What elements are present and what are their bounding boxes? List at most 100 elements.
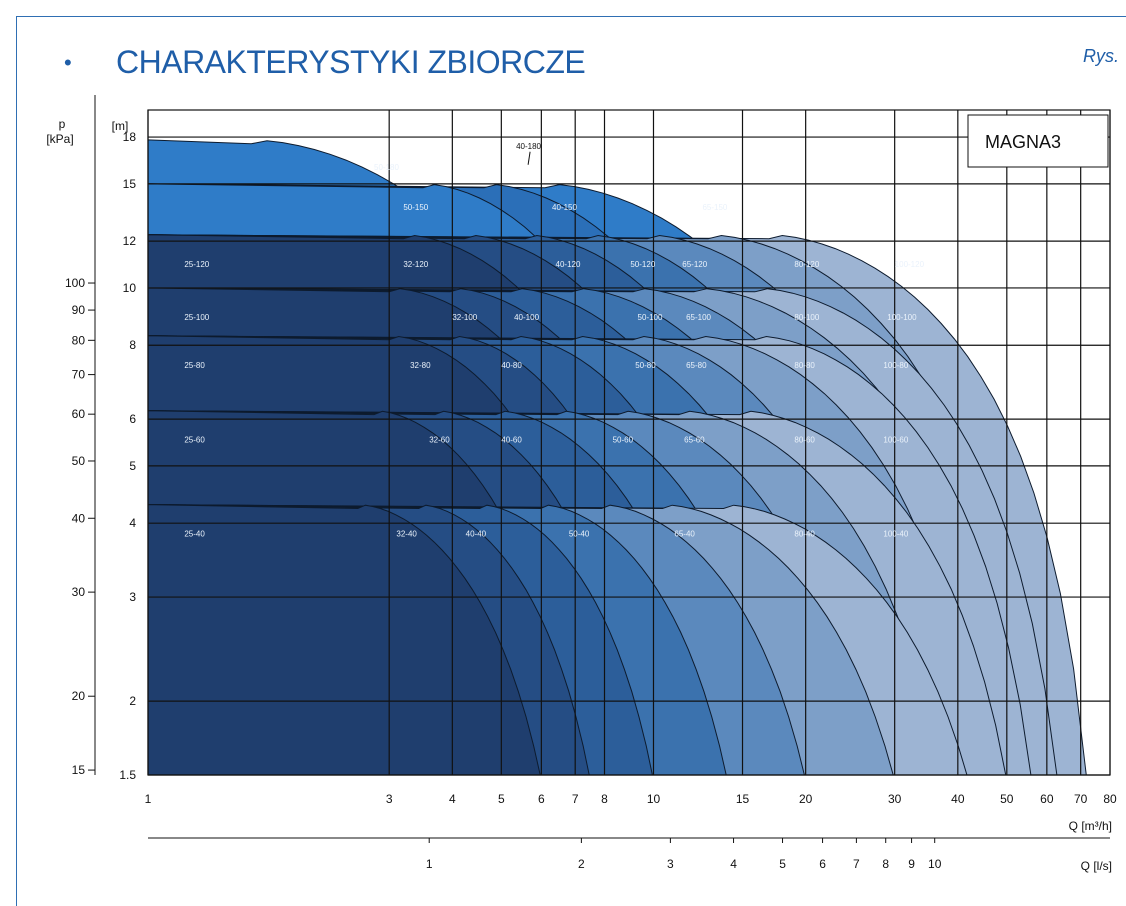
region-label-100-120: 100-120 (895, 260, 925, 269)
region-label-100-100: 100-100 (887, 313, 917, 322)
region-label-50-180: 50-180 (374, 163, 399, 172)
x2-tick-label: 9 (908, 857, 915, 871)
curve-region-25-40 (148, 504, 541, 775)
title-bullet: • (64, 50, 72, 75)
annotation-label-40-180: 40-180 (516, 142, 541, 151)
x-axis-label: Q [m³/h] (1069, 819, 1112, 833)
y-tick-label: 15 (123, 177, 137, 191)
y2-tick-label: 30 (72, 585, 86, 599)
x-tick-label: 8 (601, 792, 608, 806)
y-axis-label: [m] (112, 119, 129, 133)
x-tick-label: 80 (1103, 792, 1117, 806)
region-label-40-80: 40-80 (501, 361, 522, 370)
x-tick-label: 5 (498, 792, 505, 806)
y2-tick-label: 15 (72, 763, 86, 777)
region-label-25-80: 25-80 (184, 361, 205, 370)
y-tick-label: 1.5 (119, 768, 136, 782)
x-tick-label: 6 (538, 792, 545, 806)
region-label-65-120: 65-120 (682, 260, 707, 269)
y-tick-label: 3 (129, 590, 136, 604)
x-tick-label: 60 (1040, 792, 1054, 806)
y2-axis-label: [kPa] (46, 132, 73, 146)
y2-tick-label: 80 (72, 333, 86, 347)
region-label-50-40: 50-40 (569, 530, 590, 539)
region-label-40-60: 40-60 (501, 436, 522, 445)
axes: 1 3 4 5 6 7 8 10 15 20 30 40 50 60 70 80Q [m³/h]1 2 3 4 5 6 7… (46, 95, 1117, 873)
x-tick-label: 70 (1074, 792, 1088, 806)
region-label-80-60: 80-60 (794, 436, 815, 445)
x2-tick-label: 3 (667, 857, 674, 871)
y-tick-label: 4 (129, 516, 136, 530)
region-label-80-80: 80-80 (794, 361, 815, 370)
region-label-50-100: 50-100 (638, 313, 663, 322)
x2-tick-label: 8 (882, 857, 889, 871)
y-tick-label: 12 (123, 234, 137, 248)
region-label-100-40: 100-40 (883, 530, 908, 539)
y-tick-label: 2 (129, 694, 136, 708)
y2-tick-label: 100 (65, 276, 85, 290)
x2-tick-label: 5 (779, 857, 786, 871)
y-tick-label: 18 (123, 130, 137, 144)
region-label-25-60: 25-60 (184, 436, 205, 445)
region-label-32-100: 32-100 (452, 313, 477, 322)
y2-tick-label: 90 (72, 303, 86, 317)
x2-tick-label: 10 (928, 857, 942, 871)
x-tick-label: 20 (799, 792, 813, 806)
region-label-32-120: 32-120 (403, 260, 428, 269)
region-label-50-150: 50-150 (403, 203, 428, 212)
x2-tick-label: 7 (853, 857, 860, 871)
region-label-40-150: 40-150 (552, 203, 577, 212)
region-label-80-120: 80-120 (794, 260, 819, 269)
grid-lines (147, 109, 1111, 776)
y2-tick-label: 50 (72, 454, 86, 468)
region-label-100-80: 100-80 (883, 361, 908, 370)
annotation-leader (527, 151, 531, 165)
model-label-box (967, 114, 1109, 168)
model-label: MAGNA3 (985, 132, 1061, 152)
y2-tick-label: 70 (72, 368, 86, 382)
region-label-32-40: 32-40 (396, 530, 417, 539)
region-label-80-40: 80-40 (794, 530, 815, 539)
region-label-80-100: 80-100 (794, 313, 819, 322)
region-label-32-60: 32-60 (429, 436, 450, 445)
curve-regions (148, 139, 1087, 775)
figure-reference: Rys. (1083, 46, 1119, 66)
y2-axis-symbol: p (59, 117, 66, 131)
y2-tick-label: 60 (72, 407, 86, 421)
region-label-65-80: 65-80 (686, 361, 707, 370)
region-label-65-100: 65-100 (686, 313, 711, 322)
y-tick-label: 5 (129, 459, 136, 473)
region-label-32-80: 32-80 (410, 361, 431, 370)
y-tick-label: 6 (129, 412, 136, 426)
region-labels: 25-40 32-40 40-40 50-40 65-40 80-40 100-40 25-6… (184, 142, 924, 539)
x2-tick-label: 1 (426, 857, 433, 871)
page-title: CHARAKTERYSTYKI ZBIORCZE (116, 44, 586, 80)
region-label-50-80: 50-80 (635, 361, 656, 370)
x-tick-label: 7 (572, 792, 579, 806)
x-tick-label: 10 (647, 792, 661, 806)
slide-frame (16, 16, 1126, 906)
region-label-100-60: 100-60 (883, 436, 908, 445)
x2-tick-label: 2 (578, 857, 585, 871)
y2-tick-label: 20 (72, 689, 86, 703)
plot-border (147, 109, 1111, 776)
region-label-40-120: 40-120 (556, 260, 581, 269)
x-tick-label: 50 (1000, 792, 1014, 806)
region-label-65-40: 65-40 (674, 530, 695, 539)
region-label-40-100: 40-100 (514, 313, 539, 322)
x-tick-label: 1 (145, 792, 152, 806)
y-tick-label: 8 (129, 338, 136, 352)
region-label-65-60: 65-60 (684, 436, 705, 445)
region-label-40-40: 40-40 (466, 530, 487, 539)
x2-tick-label: 6 (819, 857, 826, 871)
x-tick-label: 30 (888, 792, 902, 806)
region-label-50-60: 50-60 (613, 436, 634, 445)
x-tick-label: 3 (386, 792, 393, 806)
region-label-25-40: 25-40 (184, 530, 205, 539)
x-tick-label: 4 (449, 792, 456, 806)
x2-tick-label: 4 (730, 857, 737, 871)
y2-tick-label: 40 (72, 511, 86, 525)
x-tick-label: 40 (951, 792, 965, 806)
y-tick-label: 10 (123, 281, 137, 295)
